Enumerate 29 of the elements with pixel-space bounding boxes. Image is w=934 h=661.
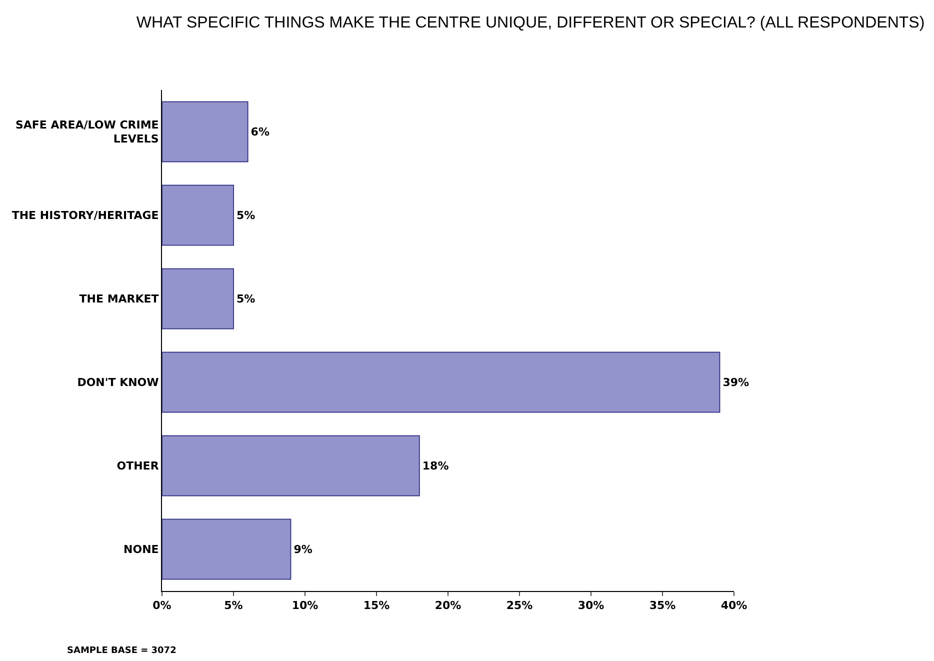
data-label: 18%: [422, 459, 449, 472]
data-label: 9%: [294, 542, 312, 556]
data-label: 5%: [236, 208, 256, 222]
y-tick-label: THE MARKET: [79, 292, 160, 306]
data-label: 6%: [250, 125, 270, 138]
x-tick-label: 40%: [720, 599, 748, 612]
data-label: 5%: [236, 292, 256, 306]
bar: [162, 268, 234, 330]
y-tick-label: OTHER: [116, 460, 160, 473]
x-tick-label: 0%: [152, 599, 172, 612]
bar: [162, 435, 420, 496]
chart-title: WHAT SPECIFIC THINGS MAKE THE CENTRE UNIQUE, DIFFERENT OR SPECIAL? (ALL RESPONDENTS): [136, 14, 925, 32]
x-tick-label: 15%: [363, 599, 390, 612]
bar: [162, 352, 720, 413]
text: SAMPLE BASE = 3072: [67, 646, 176, 656]
x-tick-label: 5%: [224, 599, 243, 612]
bar: [162, 184, 234, 246]
y-tick-label: THE HISTORY/HERITAGE: [12, 209, 159, 222]
x-tick-label: 10%: [292, 599, 318, 612]
y-tick-label: SAFE AREA/LOW CRIME LEVELS: [15, 118, 159, 146]
data-label: 39%: [722, 376, 750, 389]
y-tick-label: DON'T KNOW: [77, 376, 159, 390]
x-tick-label: 25%: [506, 599, 533, 612]
bar: [162, 518, 292, 580]
y-tick-label: NONE: [124, 543, 159, 556]
x-tick-label: 20%: [434, 599, 462, 612]
x-tick-label: 35%: [649, 599, 676, 612]
x-tick-label: 30%: [578, 599, 604, 612]
bar: [162, 101, 248, 162]
